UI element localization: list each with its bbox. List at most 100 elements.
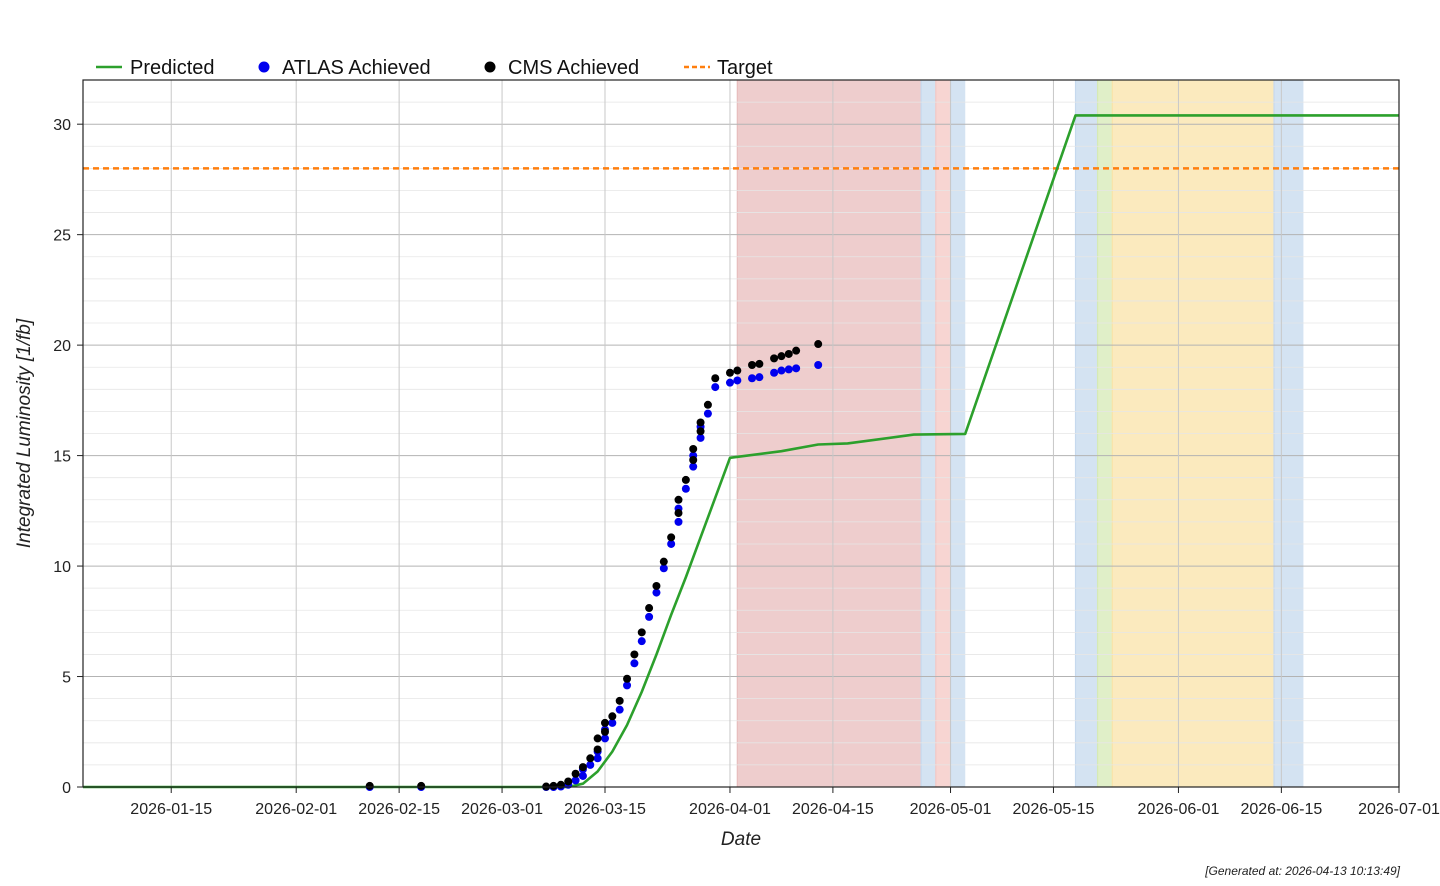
cms-point bbox=[711, 374, 720, 383]
atlas-point bbox=[615, 705, 624, 714]
cms-point bbox=[814, 340, 823, 349]
cms-point bbox=[564, 777, 573, 786]
x-axis-title: Date bbox=[721, 829, 761, 850]
cms-point bbox=[674, 509, 683, 518]
x-axis: 2026-01-15 2026-02-01 2026-02-15 2026-03-01… bbox=[130, 787, 1440, 818]
atlas-point bbox=[681, 484, 690, 493]
x-tick-label: 2026-06-15 bbox=[1240, 801, 1322, 818]
cms-point bbox=[696, 427, 705, 436]
atlas-point bbox=[725, 378, 734, 387]
atlas-point bbox=[784, 365, 793, 374]
legend-cms-label: CMS Achieved bbox=[508, 57, 639, 79]
y-axis: 0 5 10 15 20 25 30 bbox=[53, 117, 83, 797]
cms-point bbox=[696, 418, 705, 427]
x-tick-label: 2026-01-15 bbox=[130, 801, 212, 818]
cms-point bbox=[608, 712, 617, 721]
legend-atlas-swatch bbox=[258, 61, 270, 73]
plot-frame bbox=[82, 79, 1400, 788]
atlas-point bbox=[711, 383, 720, 392]
atlas-point bbox=[586, 760, 595, 769]
x-tick-label: 2026-04-15 bbox=[792, 801, 874, 818]
y-tick-label: 5 bbox=[62, 670, 71, 687]
x-tick-label: 2026-04-01 bbox=[689, 801, 771, 818]
x-tick-label: 2026-02-01 bbox=[255, 801, 337, 818]
x-tick-label: 2026-02-15 bbox=[358, 801, 440, 818]
atlas-point bbox=[667, 539, 676, 548]
cms-point bbox=[777, 352, 786, 361]
atlas-point bbox=[637, 637, 646, 646]
cms-point bbox=[792, 346, 801, 355]
cms-point bbox=[571, 769, 580, 778]
cms-point bbox=[755, 359, 764, 368]
y-tick-label: 10 bbox=[53, 559, 71, 576]
legend-cms-swatch bbox=[484, 61, 496, 73]
cms-point bbox=[667, 533, 676, 542]
atlas-point bbox=[748, 374, 757, 383]
atlas-point bbox=[578, 771, 587, 780]
atlas-point bbox=[755, 373, 764, 382]
x-tick-label: 2026-07-01 bbox=[1358, 801, 1440, 818]
cms-point bbox=[586, 754, 595, 763]
y-tick-label: 25 bbox=[53, 228, 71, 245]
legend-atlas-label: ATLAS Achieved bbox=[282, 57, 431, 79]
atlas-point bbox=[645, 612, 654, 621]
atlas-point bbox=[777, 366, 786, 375]
atlas-point bbox=[630, 659, 639, 668]
legend-predicted-label: Predicted bbox=[130, 57, 215, 79]
legend-target-label: Target bbox=[717, 57, 773, 79]
legend: Predicted ATLAS Achieved CMS Achieved Targe… bbox=[96, 57, 773, 79]
atlas-point bbox=[689, 462, 698, 471]
cms-point bbox=[652, 581, 661, 590]
cms-point bbox=[784, 349, 793, 358]
atlas-point bbox=[703, 409, 712, 418]
x-tick-label: 2026-03-01 bbox=[461, 801, 543, 818]
cms-point bbox=[365, 781, 374, 790]
atlas-point bbox=[593, 754, 602, 763]
y-axis-title: Integrated Luminosity [1/fb] bbox=[14, 318, 35, 548]
cms-point bbox=[630, 650, 639, 659]
x-tick-label: 2026-03-15 bbox=[564, 801, 646, 818]
cms-point bbox=[674, 495, 683, 504]
atlas-point bbox=[696, 433, 705, 442]
cms-point bbox=[549, 781, 558, 790]
cms-point bbox=[578, 763, 587, 772]
cms-point bbox=[725, 368, 734, 377]
atlas-point bbox=[659, 564, 668, 573]
cms-point bbox=[593, 745, 602, 754]
cms-point bbox=[748, 361, 757, 370]
atlas-point bbox=[608, 718, 617, 727]
atlas-point bbox=[652, 588, 661, 597]
cms-point bbox=[659, 557, 668, 566]
x-tick-label: 2026-05-01 bbox=[910, 801, 992, 818]
atlas-point bbox=[814, 361, 823, 370]
cms-point bbox=[703, 400, 712, 409]
atlas-point bbox=[792, 364, 801, 373]
cms-point bbox=[681, 475, 690, 484]
y-tick-label: 0 bbox=[62, 780, 71, 797]
y-tick-label: 30 bbox=[53, 117, 71, 134]
predicted-line bbox=[83, 114, 1399, 789]
y-tick-label: 15 bbox=[53, 449, 71, 466]
cms-point bbox=[770, 354, 779, 363]
cms-point bbox=[615, 696, 624, 705]
atlas-point bbox=[733, 376, 742, 385]
atlas-point bbox=[674, 517, 683, 526]
cms-point bbox=[600, 718, 609, 727]
atlas-point bbox=[600, 734, 609, 743]
cms-point bbox=[689, 456, 698, 465]
cms-point bbox=[593, 734, 602, 743]
x-tick-label: 2026-05-15 bbox=[1013, 801, 1095, 818]
atlas-point bbox=[571, 776, 580, 785]
cms-point bbox=[689, 444, 698, 453]
atlas-point bbox=[623, 681, 632, 690]
cms-point bbox=[645, 604, 654, 613]
cms-point bbox=[600, 727, 609, 736]
cms-point bbox=[417, 781, 426, 790]
x-tick-label: 2026-06-01 bbox=[1138, 801, 1220, 818]
cms-point bbox=[623, 674, 632, 683]
generated-timestamp: [Generated at: 2026-04-13 10:13:49] bbox=[1205, 864, 1400, 878]
atlas-point bbox=[770, 368, 779, 377]
cms-point bbox=[637, 628, 646, 637]
cms-point bbox=[733, 366, 742, 375]
